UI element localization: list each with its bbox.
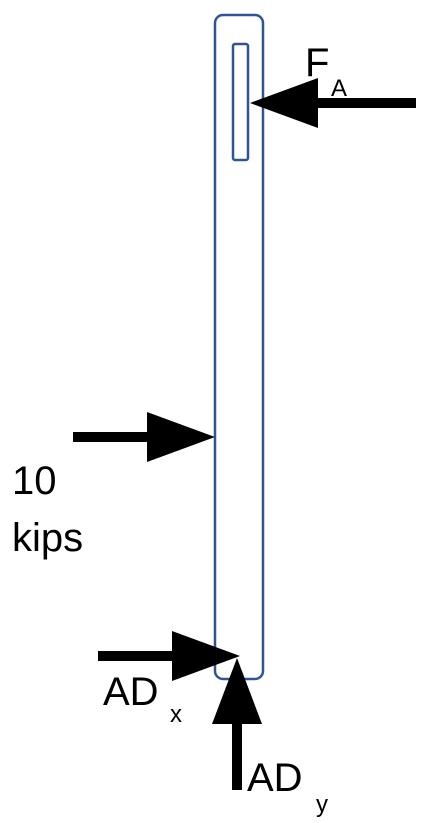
load-unit-label: kips	[12, 516, 83, 560]
fa-label-main: F	[305, 41, 329, 85]
adx-arrow	[98, 631, 240, 681]
fa-arrow	[250, 78, 416, 128]
load-arrow	[73, 412, 215, 462]
load-value-label: 10	[12, 459, 57, 503]
fa-label-sub: A	[331, 75, 347, 102]
member-slot	[231, 42, 250, 162]
ady-arrow	[212, 658, 262, 790]
adx-label-sub: x	[170, 701, 182, 728]
ady-label-sub: y	[316, 791, 328, 818]
adx-label-main: AD	[103, 670, 159, 714]
member-bar	[213, 13, 265, 681]
ady-label-main: AD	[247, 756, 303, 800]
